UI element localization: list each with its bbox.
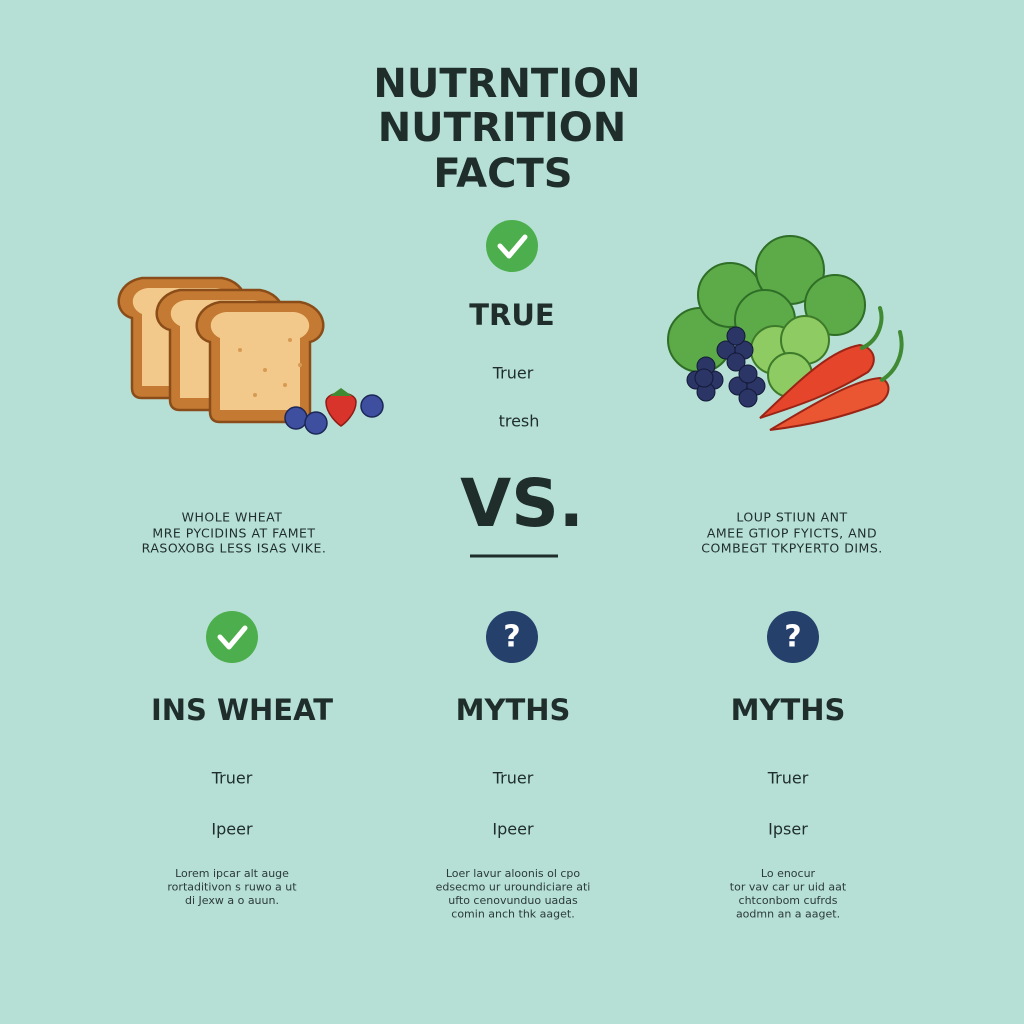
- column-label: Ipeer: [211, 820, 253, 839]
- column-body: di Jexw a o auun.: [185, 894, 279, 907]
- description-line: WHOLE WHEAT: [182, 510, 283, 525]
- bread-illustration: [117, 276, 384, 435]
- description-line: AMEE GTIOP FYICTS, AND: [707, 526, 877, 541]
- title-line: NUTRNTION: [373, 61, 640, 107]
- description-line: LOUP STIUN ANT: [736, 510, 847, 525]
- column-label: Ipeer: [492, 820, 534, 839]
- column-heading: MYTHS: [456, 693, 571, 727]
- title-line: FACTS: [433, 151, 572, 197]
- vegetable-illustration: [667, 235, 904, 431]
- column-body: rortaditivon s ruwo a ut: [167, 881, 297, 894]
- column-body: ufto cenovunduo uadas: [448, 894, 578, 907]
- vs: VS.: [460, 465, 584, 542]
- description-line: MRE PYCIDINS AT FAMET: [152, 526, 315, 541]
- question-icon: [486, 611, 538, 663]
- column-label: Truer: [211, 769, 253, 788]
- label: tresh: [499, 412, 540, 431]
- column-heading: MYTHS: [731, 693, 846, 727]
- heading: TRUE: [469, 298, 554, 332]
- label: Truer: [492, 364, 534, 383]
- column-body: edsecmo ur uroundiciare ati: [436, 881, 591, 894]
- column-label: Ipser: [768, 820, 808, 839]
- columns: INS WHEAT Truer Ipeer Lorem ipcar alt auger…: [151, 693, 847, 921]
- column-body: comin anch thk aaget.: [451, 908, 574, 921]
- column-heading: INS WHEAT: [151, 693, 333, 727]
- column-label: Truer: [492, 769, 534, 788]
- column-body: tor vav car ur uid aat: [730, 881, 847, 894]
- question-icon: [767, 611, 819, 663]
- column-label: Truer: [767, 769, 809, 788]
- column-body: Lorem ipcar alt auge: [175, 867, 289, 880]
- description-line: RASOXOBG LESS ISAS VIKE.: [142, 541, 327, 556]
- column-body: Loer lavur aloonis ol cpo: [446, 867, 581, 880]
- column-body: Lo enocur: [761, 867, 816, 880]
- check-icon: [486, 220, 538, 272]
- title-line: NUTRITION: [378, 105, 627, 151]
- check-icon: [206, 611, 258, 663]
- description-line: COMBEGT TKPYERTO DIMS.: [701, 541, 883, 556]
- column-body: aodmn an a aaget.: [736, 908, 840, 921]
- column-body: chtconbom cufrds: [739, 894, 838, 907]
